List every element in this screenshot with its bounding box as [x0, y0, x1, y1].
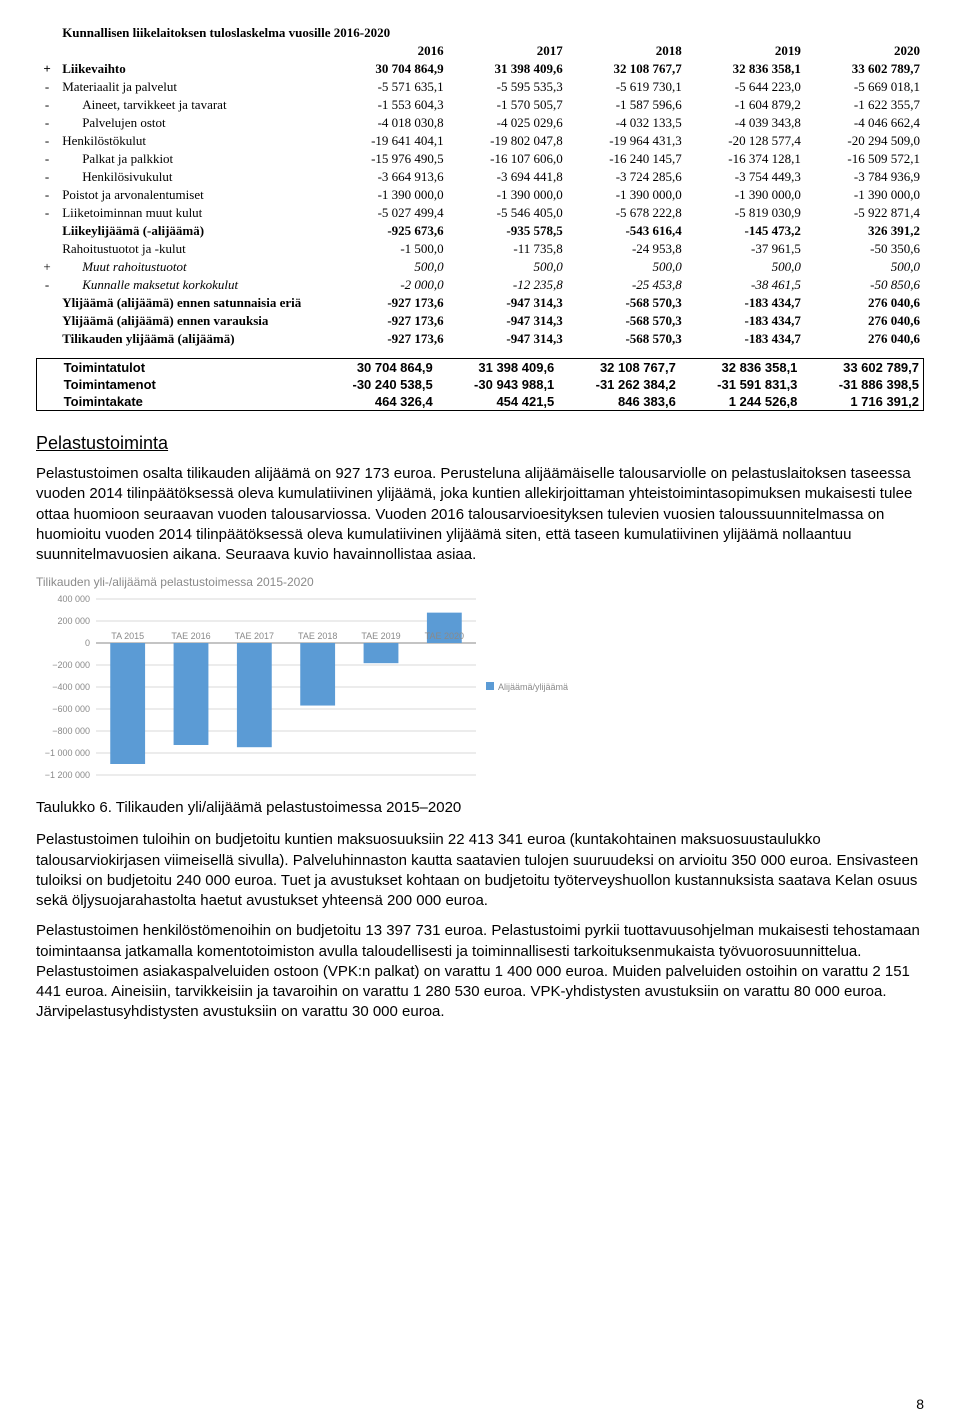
- table-row: -Henkilöstökulut-19 641 404,1-19 802 047…: [36, 132, 924, 150]
- paragraph-2: Pelastustoimen tuloihin on budjetoitu ku…: [36, 830, 924, 911]
- svg-text:400 000: 400 000: [57, 594, 90, 604]
- table-row: -Henkilösivukulut-3 664 913,6-3 694 441,…: [36, 168, 924, 186]
- svg-text:TAE 2018: TAE 2018: [298, 631, 337, 641]
- svg-text:−800 000: −800 000: [52, 726, 90, 736]
- table-title: Kunnallisen liikelaitoksen tuloslaskelma…: [58, 24, 924, 42]
- svg-text:200 000: 200 000: [57, 616, 90, 626]
- svg-text:TAE 2020: TAE 2020: [425, 631, 464, 641]
- svg-text:0: 0: [85, 638, 90, 648]
- svg-text:TA 2015: TA 2015: [111, 631, 144, 641]
- table-row: Tilikauden ylijäämä (alijäämä)-927 173,6…: [36, 330, 924, 348]
- chart-title: Tilikauden yli-/alijäämä pelastustoimess…: [36, 575, 924, 589]
- income-statement-table: Kunnallisen liikelaitoksen tuloslaskelma…: [36, 24, 924, 348]
- table-row: +Muut rahoitustuotot500,0500,0500,0500,0…: [36, 258, 924, 276]
- summary-row: Toimintatulot30 704 864,931 398 409,632 …: [37, 359, 924, 377]
- svg-text:−400 000: −400 000: [52, 682, 90, 692]
- bar-chart: −1 200 000 −1 000 000 −800 000 −600 000 −400…: [36, 593, 596, 793]
- svg-text:−600 000: −600 000: [52, 704, 90, 714]
- section-heading: Pelastustoiminta: [36, 433, 924, 454]
- table-row: -Liiketoiminnan muut kulut-5 027 499,4-5…: [36, 204, 924, 222]
- paragraph-3: Pelastustoimen henkilöstömenoihin on bud…: [36, 921, 924, 1022]
- svg-text:TAE 2019: TAE 2019: [361, 631, 400, 641]
- table-row: -Materiaalit ja palvelut-5 571 635,1-5 5…: [36, 78, 924, 96]
- summary-row: Toimintakate464 326,4454 421,5846 383,61…: [37, 393, 924, 411]
- svg-text:TAE 2017: TAE 2017: [235, 631, 274, 641]
- summary-row: Toimintamenot-30 240 538,5-30 943 988,1-…: [37, 376, 924, 393]
- table-row: Rahoitustuotot ja -kulut-1 500,0-11 735,…: [36, 240, 924, 258]
- table-row: -Poistot ja arvonalentumiset-1 390 000,0…: [36, 186, 924, 204]
- table-row: -Palkat ja palkkiot-15 976 490,5-16 107 …: [36, 150, 924, 168]
- table-row: Liikeylijäämä (-alijäämä)-925 673,6-935 …: [36, 222, 924, 240]
- svg-text:−1 000 000: −1 000 000: [45, 748, 90, 758]
- page-number: 8: [916, 1396, 924, 1412]
- svg-text:−200 000: −200 000: [52, 660, 90, 670]
- summary-box: Toimintatulot30 704 864,931 398 409,632 …: [36, 358, 924, 411]
- table-row: -Palvelujen ostot-4 018 030,8-4 025 029,…: [36, 114, 924, 132]
- svg-text:Alijäämä/ylijäämä: Alijäämä/ylijäämä: [498, 682, 568, 692]
- table-row: Ylijäämä (alijäämä) ennen varauksia-927 …: [36, 312, 924, 330]
- table-row: Ylijäämä (alijäämä) ennen satunnaisia er…: [36, 294, 924, 312]
- chart-container: Tilikauden yli-/alijäämä pelastustoimess…: [36, 575, 924, 793]
- table-row: -Aineet, tarvikkeet ja tavarat-1 553 604…: [36, 96, 924, 114]
- table-row: -Kunnalle maksetut korkokulut-2 000,0-12…: [36, 276, 924, 294]
- table-row: +Liikevaihto30 704 864,931 398 409,632 1…: [36, 60, 924, 78]
- svg-text:−1 200 000: −1 200 000: [45, 770, 90, 780]
- paragraph-1: Pelastustoimen osalta tilikauden alijääm…: [36, 464, 924, 565]
- table-header-row: 2016 2017 2018 2019 2020: [36, 42, 924, 60]
- svg-text:TAE 2016: TAE 2016: [171, 631, 210, 641]
- chart-caption: Taulukko 6. Tilikauden yli/alijäämä pela…: [36, 799, 924, 816]
